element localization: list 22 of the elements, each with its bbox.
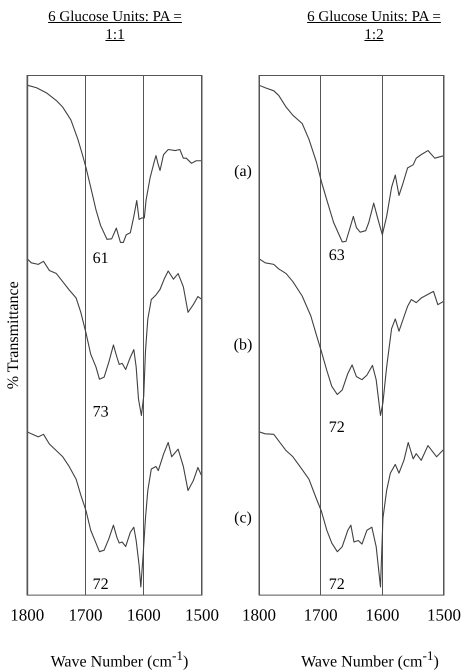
x-axis-title: Wave Number (cm$^{-1}$) [50,648,190,672]
x-axis-title: Wave Number (cm$^{-1}$) [300,648,440,672]
annotation: 63 [328,246,345,264]
annotation: 72 [328,418,345,436]
y-axis-title: % Transmittance [4,281,22,390]
x-tick-label: 1600 [365,605,400,624]
x-tick-label: 1600 [126,605,161,624]
x-tick-label: 1700 [68,605,102,624]
chart-title: 6 Glucose Units: PA = 1:2 [306,8,442,44]
x-tick-label: 1700 [304,605,338,624]
chart-title: 6 Glucose Units: PA = 1:1 [47,8,183,44]
text: (c) [234,510,252,527]
text: (b) [234,336,252,354]
annotation: 72 [328,576,345,594]
annotation: 72 [92,576,109,594]
x-tick-label: 1800 [10,605,44,624]
annotation: 61 [92,250,109,267]
x-tick-label: 1800 [242,605,276,624]
text: (a) [234,163,252,180]
x-tick-label: 1500 [185,605,219,624]
x-tick-label: 1500 [427,605,461,624]
annotation: 73 [92,404,109,421]
